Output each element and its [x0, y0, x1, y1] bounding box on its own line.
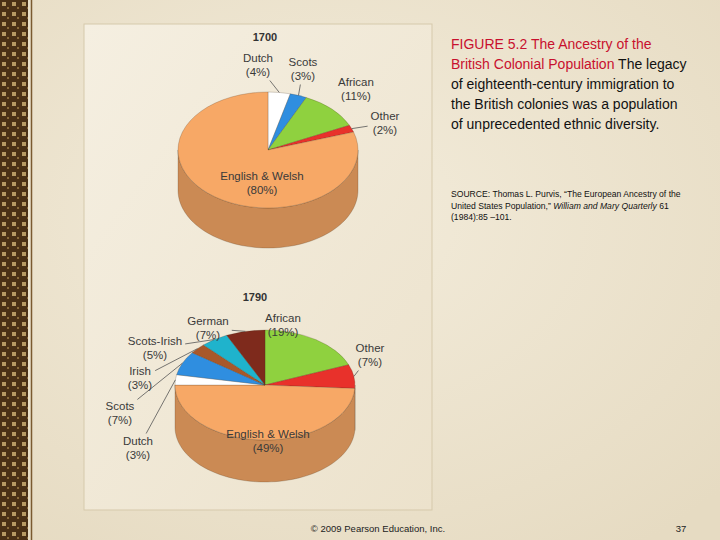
slice-label: Dutch (4%) [243, 52, 273, 78]
slice-name: Dutch [243, 52, 273, 64]
figure-caption: FIGURE 5.2 The Ancestry of the British C… [451, 34, 693, 134]
pie-sides [175, 385, 355, 482]
leader-line [232, 330, 246, 331]
slice-name: African [265, 312, 301, 324]
data-labels: Dutch (4%) Scots (3%) African (11%)Other (2%) E… [220, 52, 399, 196]
chart-title: 1700 [253, 31, 277, 43]
slide: 1700Dutch(4%)Scots(3%)African(11%)Other(… [0, 0, 720, 540]
pie-top [175, 330, 355, 440]
slice-value: (2%) [373, 124, 397, 136]
slice-value: (4%) [246, 66, 270, 78]
slice-label: African (11%) [338, 76, 374, 102]
source-journal: William and Mary Quarterly [553, 201, 657, 211]
leader-line [352, 126, 368, 128]
slice-value: (7%) [108, 414, 132, 426]
pie-side [175, 385, 355, 482]
slice-name: English & Welsh [226, 428, 310, 440]
slice-label: Irish (3%) [128, 365, 152, 391]
slice-label: Other (2%) [371, 110, 400, 136]
pie-slice [265, 365, 355, 389]
page-number: 37 [676, 523, 687, 534]
slice-value: (11%) [341, 90, 371, 102]
pie-marks [175, 330, 355, 482]
pie [178, 92, 358, 248]
slice-label: English & Welsh (80%) [220, 170, 304, 196]
data-labels: African (19%) Other (7%) English & Welsh (49%… [106, 312, 385, 461]
slice-value: (3%) [128, 379, 152, 391]
slice-label: Other (7%) [356, 342, 385, 368]
pie-slice [178, 92, 358, 208]
slice-value: (7%) [358, 356, 382, 368]
slice-label: Scots (3%) [289, 56, 318, 82]
chart-title: 1790 [243, 291, 267, 303]
slice-label: Dutch (3%) [123, 435, 153, 461]
slice-value: (3%) [126, 449, 150, 461]
slice-name: Scots-Irish [128, 335, 182, 347]
slice-name: Scots [289, 56, 318, 68]
leader-line [354, 371, 359, 377]
leader-line [270, 81, 279, 93]
footer-copyright: © 2009 Pearson Education, Inc. [311, 523, 445, 534]
slide-background [0, 0, 720, 540]
slice-label: German (7%) [187, 315, 229, 341]
slice-value: (7%) [196, 329, 220, 341]
pie-top [178, 92, 358, 208]
slice-name: German [187, 315, 229, 327]
pie-marks [178, 92, 358, 248]
slice-name: Other [371, 110, 400, 122]
pie-slice [227, 330, 265, 385]
slice-name: Irish [129, 365, 151, 377]
slice-value: (5%) [143, 349, 167, 361]
slice-value: (49%) [253, 442, 284, 454]
pie-slice [175, 385, 355, 440]
slice-label: African (19%) [265, 312, 301, 338]
figure-source: SOURCE: Thomas L. Purvis, “The European … [451, 189, 691, 224]
slice-name: African [338, 76, 374, 88]
slice-label: English & Welsh (49%) [226, 428, 310, 454]
slice-value: (80%) [247, 184, 278, 196]
slice-name: Scots [106, 400, 135, 412]
slice-name: Dutch [123, 435, 153, 447]
figure-number: FIGURE 5.2 [451, 36, 527, 52]
slice-label: Scots (7%) [106, 400, 135, 426]
slice-value: (19%) [268, 326, 299, 338]
slice-label: Scots-Irish (5%) [128, 335, 182, 361]
leader-line [298, 85, 300, 96]
border-strip [0, 0, 28, 540]
pie [175, 330, 355, 482]
slice-name: English & Welsh [220, 170, 304, 182]
chart-panel [84, 24, 432, 510]
slice-value: (3%) [291, 70, 315, 82]
border-line [31, 0, 33, 540]
slice-name: Other [356, 342, 385, 354]
